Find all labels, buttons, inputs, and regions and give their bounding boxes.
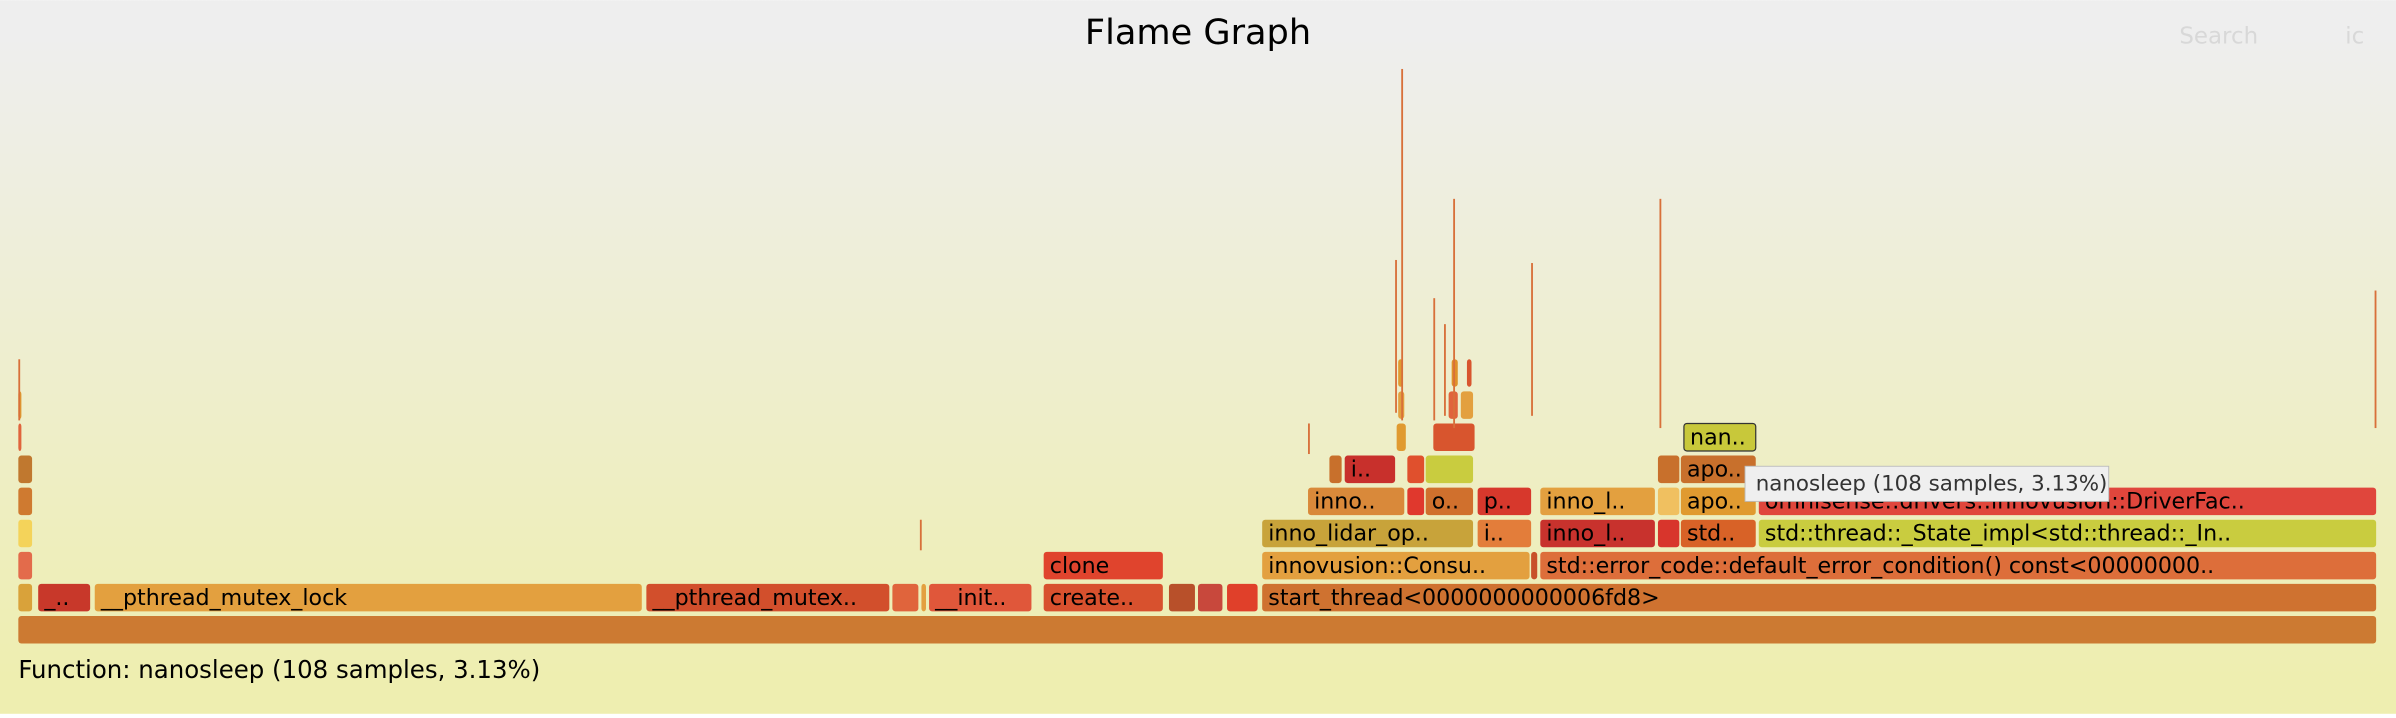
frame-label: apo.. (1687, 457, 1742, 483)
frame-label: __pthread_mutex_lock (100, 585, 347, 611)
frame[interactable] (1657, 519, 1680, 548)
frame[interactable] (1477, 487, 1532, 516)
tooltip-box (1744, 465, 2110, 502)
frame[interactable] (1425, 455, 1474, 484)
frame[interactable] (18, 455, 33, 484)
frame[interactable] (1531, 551, 1538, 580)
frame[interactable] (1329, 455, 1342, 484)
frame-label: clone (1050, 553, 1110, 579)
frame[interactable] (1168, 583, 1195, 612)
tooltip: nanosleep (108 samples, 3.13%) (1744, 465, 2110, 502)
spike (1444, 324, 1446, 416)
spike (1308, 423, 1310, 455)
frame[interactable] (1043, 583, 1163, 612)
frame[interactable] (1680, 487, 1756, 516)
frame[interactable] (929, 583, 1032, 612)
frame-label: std.. (1687, 521, 1735, 547)
frame[interactable] (1308, 487, 1405, 516)
frame[interactable] (1460, 391, 1474, 419)
frames: _.. __pthread_mutex_lock __pthread_mutex..… (18, 68, 2377, 644)
frame-label: inno_l.. (1546, 489, 1625, 515)
frame[interactable] (18, 487, 33, 516)
frame-label: __init.. (934, 585, 1006, 611)
frame[interactable] (892, 583, 919, 612)
frame[interactable] (18, 583, 33, 612)
frame-label: create.. (1050, 585, 1134, 611)
frame-label: o.. (1432, 489, 1459, 515)
frame[interactable] (1227, 583, 1258, 612)
spike (18, 359, 21, 421)
frame[interactable] (646, 583, 890, 612)
frame-label: i.. (1484, 521, 1504, 547)
spike (919, 519, 922, 551)
frame[interactable] (18, 551, 33, 580)
frame[interactable] (1262, 583, 2377, 612)
frame[interactable] (1540, 519, 1655, 548)
spike (2374, 290, 2377, 429)
frame[interactable] (921, 583, 927, 612)
title: Flame Graph (1085, 12, 1311, 53)
frame-label: nan.. (1690, 424, 1746, 450)
frame[interactable] (94, 583, 642, 612)
frame[interactable] (1262, 551, 1530, 580)
frame-label: start_thread<0000000000006fd8> (1268, 585, 1659, 611)
frame[interactable] (1466, 359, 1472, 387)
frame[interactable] (1344, 455, 1396, 484)
spike (1401, 68, 1404, 421)
frame[interactable] (1407, 487, 1425, 516)
frame[interactable] (1680, 519, 1756, 548)
frame-label: p.. (1484, 489, 1512, 515)
frame-label: __pthread_mutex.. (651, 585, 857, 611)
frame[interactable] (1043, 551, 1163, 580)
spike (1453, 198, 1456, 429)
frame-label: std::error_code::default_error_condition… (1546, 553, 2214, 579)
frame[interactable] (1262, 519, 1474, 548)
frame[interactable] (1425, 487, 1474, 516)
ignore-case-button[interactable]: ic (2345, 23, 2364, 49)
frame[interactable] (1433, 423, 1475, 451)
frame[interactable] (1657, 455, 1680, 484)
frame[interactable] (1198, 583, 1223, 612)
frame[interactable] (1396, 423, 1406, 451)
frame[interactable] (18, 423, 22, 451)
tooltip-text: nanosleep (108 samples, 3.13%) (1756, 472, 2108, 497)
frame[interactable] (1477, 519, 1532, 548)
frame-label: inno.. (1314, 489, 1375, 515)
frame[interactable] (1758, 519, 2377, 548)
frame-label: innovusion::Consu.. (1268, 553, 1486, 579)
spike (1433, 298, 1436, 421)
frame[interactable] (1540, 551, 2377, 580)
frame[interactable] (1683, 422, 1757, 452)
status-text: Function: nanosleep (108 samples, 3.13%) (18, 655, 540, 684)
frame[interactable] (1680, 455, 1756, 484)
frame-label: inno_l.. (1546, 521, 1625, 547)
spike (1395, 259, 1397, 413)
frame-label: _.. (43, 585, 69, 611)
search-button[interactable]: Search (2179, 23, 2258, 49)
frame[interactable] (1540, 487, 1655, 516)
frame-label: inno_lidar_op.. (1268, 521, 1429, 547)
spike (1659, 198, 1662, 429)
frame-label: std::thread::_State_impl<std::thread::_I… (1765, 521, 2231, 547)
frame[interactable] (38, 583, 91, 612)
frame[interactable] (18, 616, 2377, 644)
frame[interactable] (1657, 487, 1680, 516)
frame[interactable] (18, 519, 33, 548)
frame-label: i.. (1351, 457, 1371, 483)
frame-label: apo.. (1687, 489, 1742, 515)
frame[interactable] (1407, 455, 1425, 484)
spike (1531, 263, 1533, 416)
